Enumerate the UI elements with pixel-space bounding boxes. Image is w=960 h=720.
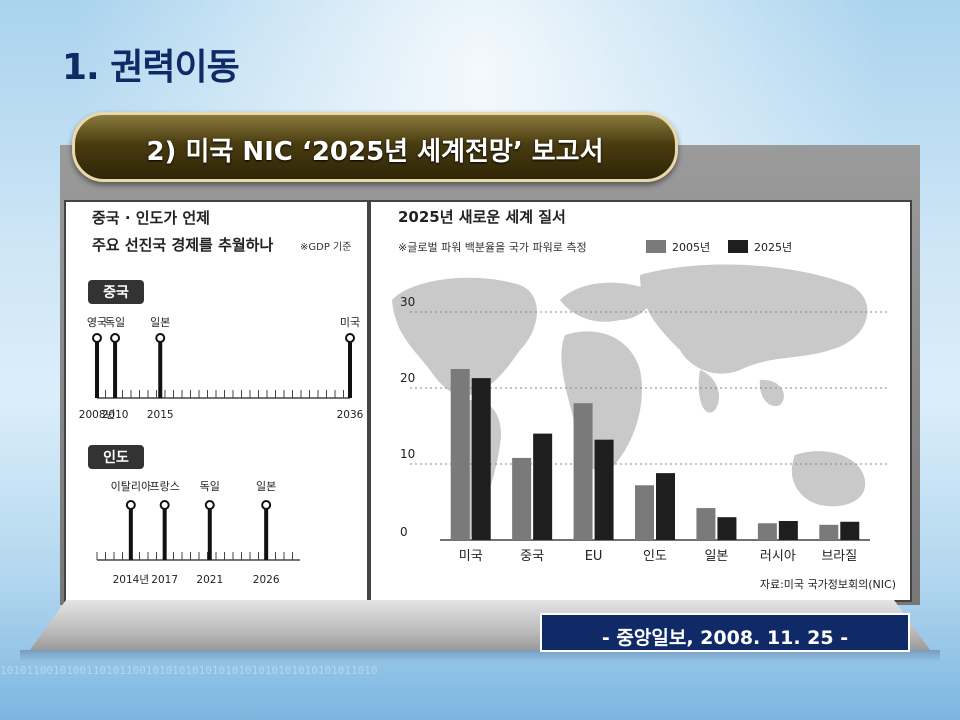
x-tick-label: 러시아 xyxy=(760,549,796,564)
timeline-year-label: 2036 xyxy=(337,409,364,421)
x-tick-label: 일본 xyxy=(704,549,728,564)
bar-2025 xyxy=(840,521,860,540)
timeline-pin-head xyxy=(125,500,136,510)
timeline-year-label: 2017 xyxy=(151,574,178,586)
x-tick-label: 인도 xyxy=(643,549,667,564)
timeline-pin-head xyxy=(159,500,170,510)
bar-2005 xyxy=(573,403,593,540)
timeline-pin-head xyxy=(92,333,102,343)
chart-bars xyxy=(450,369,860,540)
legend-label: 2005년 xyxy=(672,241,710,254)
x-tick-label: 미국 xyxy=(459,549,483,564)
bar-2005 xyxy=(635,485,654,540)
timeline-badge-label: 중국 xyxy=(103,285,129,301)
bar-2025 xyxy=(656,473,675,540)
y-tick-label: 30 xyxy=(400,295,415,309)
timeline-year-label: 2015 xyxy=(147,409,174,421)
chart-subtitle: ※글로벌 파워 백분율을 국가 파워로 측정 xyxy=(398,241,587,254)
left-note: ※GDP 기준 xyxy=(300,241,351,253)
timeline-country-label: 독일 xyxy=(105,315,125,329)
report-banner: 2) 미국 NIC ‘2025년 세계전망’ 보고서 xyxy=(72,112,678,182)
bar-2005 xyxy=(757,523,777,540)
timeline-pin-head xyxy=(261,500,272,510)
stage-shadow xyxy=(20,650,940,662)
left-title-line1: 중국 · 인도가 언제 xyxy=(92,209,210,227)
left-title-line2: 주요 선진국 경제를 추월하나 xyxy=(92,236,273,254)
timeline-country-label: 영국 xyxy=(87,316,107,329)
timeline-pin-head xyxy=(345,333,355,343)
timeline-year-label: 2026 xyxy=(253,574,280,586)
timeline-pin-head xyxy=(155,333,166,343)
bar-2025 xyxy=(778,521,798,540)
slide-title: 1. 권력이동 xyxy=(62,47,240,88)
x-tick-label: EU xyxy=(585,549,603,564)
timeline-badge xyxy=(88,445,144,469)
bar-2005 xyxy=(819,524,839,540)
timeline-year-label: 2021 xyxy=(196,574,223,586)
left-panel: 중국 · 인도가 언제 주요 선진국 경제를 추월하나 ※GDP 기준 중국영국… xyxy=(79,209,364,586)
chart-legend: 2005년 2025년 xyxy=(646,240,792,254)
bar-2025 xyxy=(594,439,614,540)
y-tick-label: 0 xyxy=(400,525,408,539)
chart-title: 2025년 새로운 세계 질서 xyxy=(398,208,566,226)
bar-2005 xyxy=(512,457,532,540)
y-tick-label: 20 xyxy=(400,371,415,385)
x-tick-label: 중국 xyxy=(520,549,544,564)
bar-2025 xyxy=(471,378,491,540)
bar-2005 xyxy=(450,369,470,540)
bar-2025 xyxy=(533,433,553,540)
source-citation-text: - 중앙일보, 2008. 11. 25 - xyxy=(601,627,849,649)
panel-divider xyxy=(367,200,371,600)
timeline-year-label: 2010 xyxy=(102,409,129,421)
chart-y-tick-labels: 0 10 20 30 xyxy=(400,295,415,539)
timeline-country-label: 일본 xyxy=(150,315,170,329)
timeline-country-label: 이탈리아 xyxy=(111,480,151,493)
legend-swatch xyxy=(646,240,666,253)
timeline-pin-head xyxy=(110,333,121,343)
timeline-badge xyxy=(88,280,144,304)
chart-source: 자료:미국 국가정보회의(NIC) xyxy=(760,578,896,591)
x-tick-label: 브라질 xyxy=(821,549,857,564)
bar-2025 xyxy=(717,517,737,540)
source-citation: - 중앙일보, 2008. 11. 25 - xyxy=(540,613,910,652)
timeline-country-label: 미국 xyxy=(340,316,360,329)
bar-2005 xyxy=(696,508,716,540)
timeline-year-label: 2008년 xyxy=(79,409,115,421)
chart-x-tick-labels: 미국 중국 EU 인도 일본 러시아 브라질 xyxy=(459,549,857,564)
timeline-pin-head xyxy=(204,500,215,510)
binary-decoration: 1010110010100110101100101010101010101010… xyxy=(0,664,378,677)
legend-label: 2025년 xyxy=(754,241,792,254)
timeline-year-label: 2014년 xyxy=(113,574,149,586)
report-banner-text: 2) 미국 NIC ‘2025년 세계전망’ 보고서 xyxy=(146,137,604,167)
timeline-country-label: 독일 xyxy=(200,479,220,493)
timeline-country-label: 프랑스 xyxy=(149,480,179,493)
y-tick-label: 10 xyxy=(400,447,415,461)
timeline-badge-label: 인도 xyxy=(103,449,129,466)
legend-swatch xyxy=(728,240,748,253)
right-panel: 0 10 20 30 미국 중국 EU 인도 일본 러시아 브라질 2025년 새로운 세계 질서… xyxy=(392,208,896,591)
timeline-country-label: 일본 xyxy=(256,479,276,493)
